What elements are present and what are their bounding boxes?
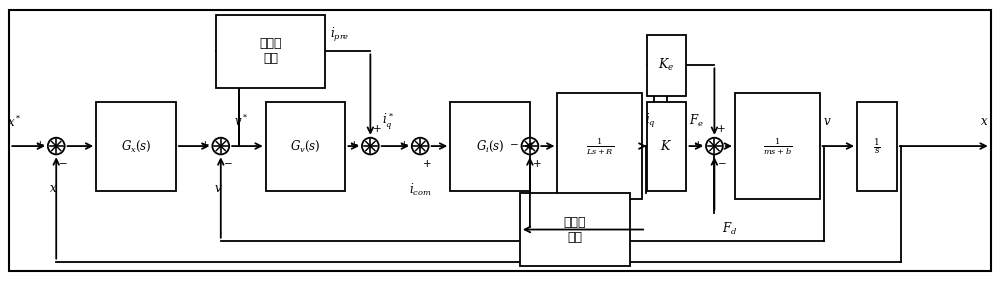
- Text: +: +: [201, 140, 209, 150]
- Text: $\frac{1}{ms+b}$: $\frac{1}{ms+b}$: [763, 135, 792, 157]
- Bar: [266, 101, 345, 191]
- Text: $i_q^*$: $i_q^*$: [382, 110, 394, 132]
- Text: +: +: [717, 124, 726, 133]
- Ellipse shape: [412, 138, 429, 155]
- Text: $K_e$: $K_e$: [658, 57, 675, 73]
- Text: $v$: $v$: [214, 182, 223, 195]
- Bar: [557, 93, 642, 199]
- Bar: [96, 101, 176, 191]
- Bar: [520, 193, 630, 266]
- Text: $x$: $x$: [980, 115, 989, 128]
- Text: +: +: [400, 140, 409, 150]
- Bar: [216, 15, 325, 88]
- Text: $i_q$: $i_q$: [645, 112, 656, 130]
- Ellipse shape: [522, 138, 538, 155]
- Bar: [450, 101, 530, 191]
- Ellipse shape: [212, 138, 229, 155]
- Text: $G_v(s)$: $G_v(s)$: [290, 139, 321, 154]
- Text: $v$: $v$: [823, 115, 831, 128]
- Bar: [735, 93, 820, 199]
- Text: $\frac{1}{s}$: $\frac{1}{s}$: [873, 136, 881, 156]
- Ellipse shape: [706, 138, 723, 155]
- Text: −: −: [59, 158, 68, 169]
- Text: +: +: [373, 124, 382, 133]
- Bar: [647, 35, 686, 96]
- Text: $x$: $x$: [49, 182, 58, 195]
- Text: $K$: $K$: [660, 139, 673, 153]
- Text: $F_d$: $F_d$: [722, 221, 738, 237]
- Text: +: +: [694, 140, 703, 150]
- Text: +: +: [423, 158, 432, 169]
- Bar: [857, 101, 897, 191]
- Text: −: −: [224, 158, 233, 169]
- Text: $x^*$: $x^*$: [7, 114, 22, 130]
- Bar: [647, 101, 686, 191]
- Text: $i_{pre}$: $i_{pre}$: [330, 26, 350, 44]
- Text: 扰动观
测器: 扰动观 测器: [564, 216, 586, 244]
- Text: $v^*$: $v^*$: [234, 113, 249, 129]
- Text: $i_{com}$: $i_{com}$: [409, 182, 432, 198]
- Text: $G_i(s)$: $G_i(s)$: [476, 139, 504, 154]
- Text: +: +: [36, 140, 45, 150]
- Text: −: −: [510, 140, 519, 150]
- Ellipse shape: [48, 138, 65, 155]
- Text: −: −: [717, 158, 726, 169]
- Text: $\frac{1}{Ls+R}$: $\frac{1}{Ls+R}$: [586, 135, 614, 157]
- Text: $G_x(s)$: $G_x(s)$: [121, 139, 151, 154]
- Text: $F_e$: $F_e$: [689, 113, 704, 129]
- Text: +: +: [350, 140, 359, 150]
- Text: 前馈控
制器: 前馈控 制器: [259, 37, 282, 65]
- Text: +: +: [533, 158, 542, 169]
- Ellipse shape: [362, 138, 379, 155]
